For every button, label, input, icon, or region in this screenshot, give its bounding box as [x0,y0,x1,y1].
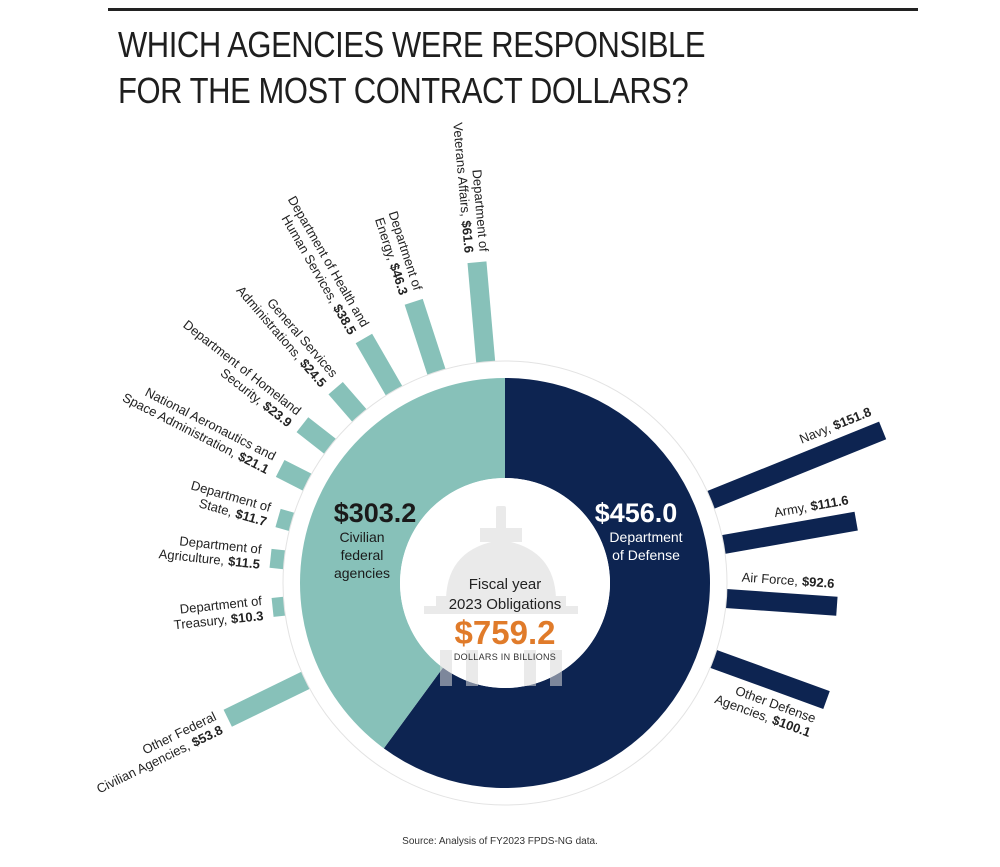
bar-department-of-health-and-human-services [355,333,406,401]
civilian-sub-3: agencies [334,565,390,581]
bar-other-federal-civilian-agencies [223,669,316,727]
capitol-dome-icon [424,506,578,686]
label-text: Department of Health and [285,193,372,329]
label-army: Army,$111.6 [773,492,850,520]
civilian-sub-1: Civilian [339,529,384,545]
label-text: Air Force, [741,569,798,588]
label-text: Agriculture, [158,546,225,568]
bar-navy [701,421,887,511]
chart-title: WHICH AGENCIES WERE RESPONSIBLE FOR THE … [118,24,706,111]
bar-army [716,511,858,555]
label-air-force: Air Force, $92.6 [741,569,835,590]
label-text: Treasury, [173,612,228,633]
bar-department-of-energy [404,298,448,381]
label-value: $11.5 [227,553,260,571]
label-text: Department of [469,169,491,253]
bar-air-force [719,588,838,616]
defense-sub-1: Department [609,529,682,545]
label-text: Veterans Affairs, [450,122,473,217]
center-line2: 2023 Obligations [449,596,562,613]
label-line: Air Force, $92.6 [741,569,835,590]
defense-total: $456.0 [595,498,678,528]
label-value: $92.6 [801,574,835,591]
bar-department-of-veterans-affairs [467,261,496,369]
label-line: Department of Health and [285,193,372,329]
center-panel: Fiscal year 2023 Obligations $759.2 DOLL… [424,506,578,686]
source-note: Source: Analysis of FY2023 FPDS-NG data. [402,836,598,847]
label-line: Army,$111.6 [773,492,850,520]
label-line: Treasury, $10.3 [173,608,264,632]
label-line: Space Administration,$21.1 [120,390,271,477]
top-rule [108,8,918,11]
label-value: $61.6 [459,220,477,254]
label-text: Army, [773,500,808,520]
civilian-total: $303.2 [334,498,417,528]
center-units: DOLLARS IN BILLIONS [454,652,556,662]
defense-sub-2: of Defense [612,547,680,563]
label-value: $10.3 [230,608,264,626]
slice-civilian-federal-agencies [299,378,505,749]
civilian-sub-2: federal [341,547,384,563]
bar-other-defense-agencies [704,647,830,709]
center-line1: Fiscal year [469,576,542,593]
group-labels: $303.2 Civilian federal agencies $456.0 … [334,498,683,581]
label-line: Department of [469,169,491,253]
label-value: $111.6 [809,492,849,513]
slice-department-of-defense [383,378,710,788]
label-line: Agriculture, $11.5 [158,546,261,572]
center-total: $759.2 [455,614,556,651]
